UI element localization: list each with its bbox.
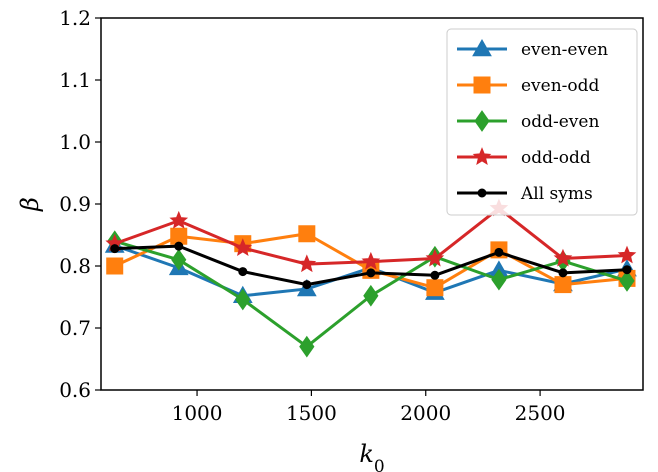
data-point bbox=[174, 241, 184, 251]
data-point bbox=[302, 280, 312, 290]
data-point bbox=[233, 238, 253, 256]
data-point bbox=[619, 270, 635, 292]
x-tick-label: 1500 bbox=[286, 401, 337, 425]
legend-label: odd-odd bbox=[521, 148, 591, 168]
data-point bbox=[171, 248, 187, 271]
data-point bbox=[106, 257, 124, 275]
y-tick-label: 1.2 bbox=[59, 6, 91, 30]
data-point bbox=[235, 288, 251, 311]
data-point bbox=[473, 76, 491, 94]
data-point bbox=[553, 248, 573, 267]
y-tick-label: 0.6 bbox=[59, 378, 91, 402]
data-point bbox=[361, 251, 381, 270]
data-point bbox=[491, 268, 507, 291]
data-point bbox=[297, 254, 317, 273]
data-point bbox=[494, 247, 504, 257]
legend-entry: odd-odd bbox=[457, 147, 591, 168]
data-point bbox=[474, 110, 490, 132]
x-tick-label: 1000 bbox=[172, 401, 223, 425]
x-axis-label: k0 bbox=[359, 440, 384, 472]
data-point bbox=[366, 268, 376, 278]
legend-label: odd-even bbox=[521, 112, 599, 132]
data-point bbox=[426, 279, 444, 297]
data-point bbox=[299, 335, 315, 358]
data-point bbox=[363, 284, 379, 307]
data-point bbox=[169, 210, 189, 229]
data-point bbox=[477, 188, 487, 198]
y-tick-label: 1.0 bbox=[59, 130, 91, 154]
series-odd-odd bbox=[105, 198, 637, 273]
y-tick-label: 0.7 bbox=[59, 316, 91, 340]
x-tick-label: 2000 bbox=[400, 401, 451, 425]
data-point bbox=[554, 276, 572, 294]
data-point bbox=[472, 147, 492, 165]
legend-label: All syms bbox=[520, 184, 593, 204]
y-axis-label: β bbox=[16, 197, 44, 212]
data-point bbox=[238, 267, 248, 277]
data-point bbox=[558, 268, 568, 278]
data-point bbox=[430, 270, 440, 280]
legend-entry: All syms bbox=[457, 184, 593, 204]
y-axis: 0.6 0.7 0.8 0.9 1.0 1.1 1.2 bbox=[59, 6, 101, 402]
legend-entry: even-even bbox=[457, 38, 608, 60]
legend-entry: odd-even bbox=[457, 110, 599, 132]
data-point bbox=[298, 225, 316, 243]
legend-label: even-odd bbox=[521, 76, 600, 96]
x-tick-label: 2500 bbox=[515, 401, 566, 425]
data-point bbox=[110, 244, 120, 254]
y-tick-label: 1.1 bbox=[59, 68, 91, 92]
data-point bbox=[472, 38, 492, 57]
data-point bbox=[617, 245, 637, 264]
y-tick-label: 0.8 bbox=[59, 254, 91, 278]
legend-entry: even-odd bbox=[457, 76, 600, 96]
x-axis: 1000 1500 2000 2500 bbox=[172, 390, 566, 425]
data-point bbox=[425, 248, 445, 267]
legend: even-even even-odd odd-even odd-odd All syms bbox=[446, 28, 638, 216]
legend-label: even-even bbox=[521, 40, 608, 60]
legend-box bbox=[446, 28, 638, 216]
plot-area bbox=[104, 198, 637, 358]
series-all-syms bbox=[110, 241, 632, 290]
data-point bbox=[622, 265, 632, 275]
y-tick-label: 0.9 bbox=[59, 192, 91, 216]
